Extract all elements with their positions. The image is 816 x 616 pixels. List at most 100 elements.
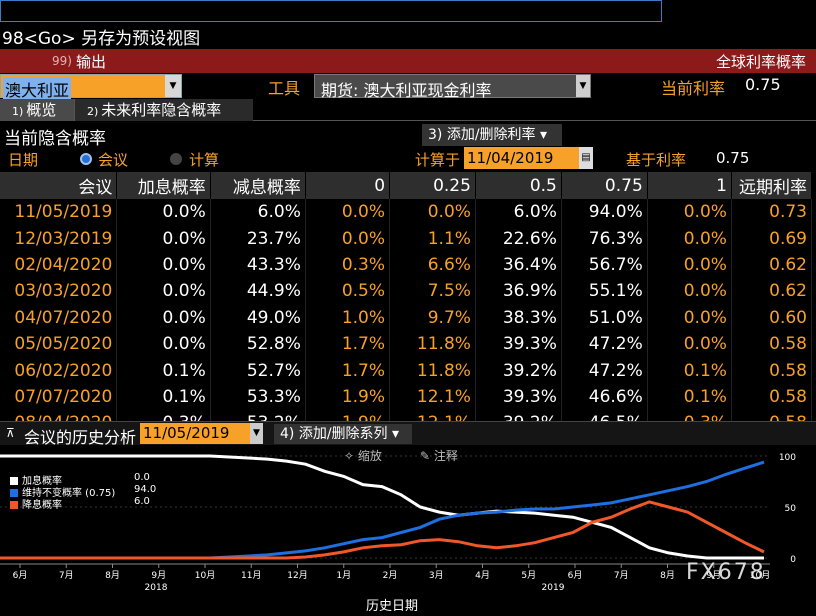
x-tick-label: 11月 (241, 570, 261, 581)
x-tick-label: 10月 (750, 570, 770, 581)
legend-swatch (10, 501, 18, 509)
table-cell: 11.8% (389, 330, 476, 358)
column-header[interactable]: 0.5 (475, 172, 562, 199)
column-header[interactable]: 减息概率 (210, 172, 306, 199)
table-cell: 0.0% (389, 199, 476, 226)
table-row[interactable]: 04/07/2020 0.0% 49.0% 1.0% 9.7% 38.3% 51.0% 0.0… (0, 304, 813, 331)
collapse-icon[interactable]: ⊼ (6, 426, 15, 440)
x-tick-label: 1月 (336, 570, 351, 581)
x-tick-label: 7月 (614, 570, 629, 581)
table-cell: 52.7% (210, 357, 306, 384)
table-cell: 47.2% (561, 330, 648, 358)
export-number: 99) (52, 54, 72, 68)
radio-meeting[interactable] (80, 153, 92, 165)
table-cell: 6.0% (210, 199, 306, 226)
table-cell: 0.0% (116, 225, 211, 252)
radio-meeting-label[interactable]: 会议 (98, 151, 129, 169)
country-select[interactable]: 澳大利亚 ▼ (0, 74, 182, 101)
table-cell: 0.0% (647, 330, 732, 358)
table-cell: 1.1% (389, 225, 476, 252)
table-cell: 53.3% (210, 383, 306, 411)
x-axis-label: 历史日期 (366, 599, 419, 614)
x-tick-label: 5月 (521, 570, 536, 581)
column-header[interactable]: 0.75 (561, 172, 648, 199)
add-remove-series-button[interactable]: 4) 添加/删除系列 ▾ (274, 424, 412, 444)
table-cell: 38.3% (475, 304, 562, 331)
table-cell: 0.0% (647, 251, 732, 279)
x-tick-label: 3月 (429, 570, 444, 581)
legend-cut: 降息概率 (10, 496, 62, 511)
chevron-down-icon[interactable]: ▼ (250, 423, 263, 444)
tab-future-probability[interactable]: 2) 未来利率隐含概率 (74, 99, 253, 121)
table-cell: 52.8% (210, 330, 306, 358)
chevron-down-icon[interactable]: ▼ (165, 75, 181, 97)
table-row[interactable]: 12/03/2019 0.0% 23.7% 0.0% 1.1% 22.6% 76.3% 0.0… (0, 225, 813, 252)
x-tick-label: 10月 (195, 570, 215, 581)
base-rate-label: 基于利率 (626, 151, 687, 169)
command-line[interactable]: 98<Go> 另存为预设视图 (2, 29, 201, 49)
history-date-input[interactable]: 11/05/2019 (140, 423, 250, 444)
table-cell: 0.0% (116, 278, 211, 305)
table-cell: 0.0% (305, 199, 391, 226)
table-row[interactable]: 06/02/2020 0.1% 52.7% 1.7% 11.8% 39.2% 47.2% 0.… (0, 357, 813, 384)
table-cell: 94.0% (561, 199, 648, 226)
current-rate-label: 当前利率 (661, 79, 726, 98)
column-header[interactable]: 会议 (0, 172, 118, 199)
x-tick-label: 4月 (475, 570, 490, 581)
table-cell: 0.3% (305, 251, 391, 279)
table-cell: 0.58 (731, 330, 813, 358)
table-row[interactable]: 03/03/2020 0.0% 44.9% 0.5% 7.5% 36.9% 55.1% 0.0… (0, 278, 813, 305)
table-cell: 0.58 (731, 357, 813, 384)
year-label: 2019 (542, 583, 565, 593)
x-tick-label: 6月 (13, 570, 28, 581)
chevron-down-icon[interactable]: ▼ (576, 75, 590, 97)
title-bar: 99) 输出 全球利率概率 (0, 49, 816, 73)
series-line (0, 460, 765, 560)
probability-table: 会议 加息概率 减息概率 0 0.25 0.5 0.75 1 远期利率 11/05/2019 0.… (0, 172, 813, 437)
annotate-button[interactable]: ✎ 注释 (420, 449, 458, 463)
y-tick-label: 0 (790, 555, 796, 565)
tool-select[interactable]: 期货: 澳大利亚现金利率 ▼ (314, 74, 591, 100)
export-button[interactable]: 99) 输出 (52, 51, 106, 71)
table-cell: 0.0% (116, 304, 211, 331)
table-cell: 0.60 (731, 304, 813, 331)
calc-date-input[interactable]: 11/04/2019 (464, 147, 579, 169)
table-cell: 76.3% (561, 225, 648, 252)
meeting-date-cell: 03/03/2020 (0, 278, 118, 305)
command-input[interactable] (0, 0, 662, 22)
y-tick-label: 100 (779, 453, 796, 463)
legend-swatch (10, 477, 18, 485)
table-cell: 0.0% (647, 225, 732, 252)
base-rate-value: 0.75 (716, 149, 750, 167)
column-header[interactable]: 0 (305, 172, 391, 199)
table-cell: 1.0% (305, 304, 391, 331)
radio-calc-label[interactable]: 计算 (189, 151, 220, 169)
radio-calc[interactable] (170, 153, 182, 165)
legend-hold-value: 94.0 (134, 484, 157, 495)
column-header[interactable]: 加息概率 (116, 172, 211, 199)
table-row[interactable]: 11/05/2019 0.0% 6.0% 0.0% 0.0% 6.0% 94.0% 0.0% 0… (0, 199, 813, 226)
column-header[interactable]: 远期利率 (731, 172, 813, 199)
table-cell: 1.7% (305, 330, 391, 358)
table-cell: 1.9% (305, 383, 391, 411)
control-row: 日期 会议 计算 计算于 11/04/2019 ▤ 基于利率 0.75 (0, 147, 816, 171)
column-header[interactable]: 0.25 (389, 172, 476, 199)
table-row[interactable]: 07/07/2020 0.1% 53.3% 1.9% 12.1% 39.3% 46.6% 0.… (0, 383, 813, 411)
table-row[interactable]: 02/04/2020 0.0% 43.3% 0.3% 6.6% 36.4% 56.7% 0.0… (0, 251, 813, 279)
tab-overview[interactable]: 1) 概览 (0, 99, 82, 121)
tab-number: 2) (87, 105, 99, 118)
table-cell: 51.0% (561, 304, 648, 331)
zoom-button[interactable]: ✧ 缩放 (344, 449, 382, 463)
table-cell: 6.0% (475, 199, 562, 226)
current-rate-value: 0.75 (745, 75, 781, 94)
column-header[interactable]: 1 (647, 172, 732, 199)
table-body: 11/05/2019 0.0% 6.0% 0.0% 0.0% 6.0% 94.0% 0.0% 0… (0, 199, 813, 437)
calendar-icon[interactable]: ▤ (579, 147, 593, 169)
table-cell: 39.2% (475, 357, 562, 384)
table-row[interactable]: 05/05/2020 0.0% 52.8% 1.7% 11.8% 39.3% 47.2% 0.… (0, 330, 813, 358)
table-cell: 0.73 (731, 199, 813, 226)
add-remove-rate-button[interactable]: 3) 添加/删除利率 ▾ (422, 124, 562, 146)
table-cell: 0.0% (647, 278, 732, 305)
table-cell: 0.1% (116, 357, 211, 384)
table-cell: 56.7% (561, 251, 648, 279)
